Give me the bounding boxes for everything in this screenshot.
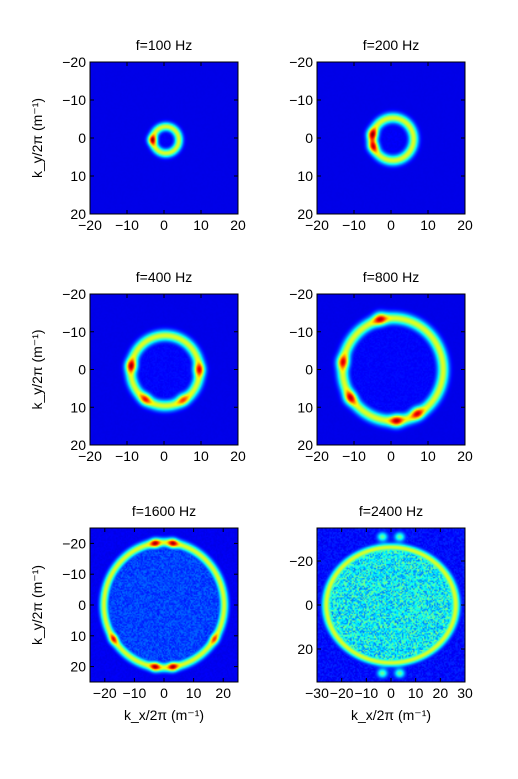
y-tick-label: −10 xyxy=(62,92,86,108)
heatmap-image xyxy=(317,294,465,445)
y-tick-label: 20 xyxy=(70,206,86,222)
y-axis-label: k_y/2π (m⁻¹) xyxy=(29,565,45,645)
x-tick-label: −20 xyxy=(78,448,102,464)
y-tick-label: −10 xyxy=(62,566,86,582)
x-tick-label: 10 xyxy=(193,217,209,233)
x-tick-label: 20 xyxy=(230,217,246,233)
x-tick-label: 0 xyxy=(160,448,168,464)
y-tick-label: 0 xyxy=(78,130,86,146)
x-axis-label: k_x/2π (m⁻¹) xyxy=(124,707,204,723)
x-tick-label: 20 xyxy=(215,685,231,701)
y-tick-label: −20 xyxy=(289,553,313,569)
heatmap-image xyxy=(317,528,465,682)
y-tick-label: 0 xyxy=(305,597,313,613)
x-tick-label: 10 xyxy=(408,685,424,701)
y-tick-label: −20 xyxy=(62,54,86,70)
y-tick-label: 10 xyxy=(70,628,86,644)
x-tick-label: −20 xyxy=(78,217,102,233)
x-tick-label: 20 xyxy=(230,448,246,464)
y-tick-label: 20 xyxy=(297,437,313,453)
panel-title: f=1600 Hz xyxy=(132,503,196,519)
x-tick-label: 30 xyxy=(457,685,473,701)
x-tick-label: 10 xyxy=(186,685,202,701)
x-tick-label: −10 xyxy=(115,217,139,233)
panel-title: f=400 Hz xyxy=(136,269,192,285)
panel-title: f=800 Hz xyxy=(363,269,419,285)
x-tick-label: −20 xyxy=(305,217,329,233)
x-tick-label: −20 xyxy=(305,448,329,464)
x-tick-label: 0 xyxy=(387,448,395,464)
x-tick-label: 0 xyxy=(160,217,168,233)
y-tick-label: −10 xyxy=(289,324,313,340)
x-axis-label: k_x/2π (m⁻¹) xyxy=(351,707,431,723)
y-axis-label: k_y/2π (m⁻¹) xyxy=(29,98,45,178)
heatmap-image xyxy=(317,62,465,214)
x-tick-label: −20 xyxy=(330,685,354,701)
y-tick-label: −20 xyxy=(289,54,313,70)
x-tick-label: 0 xyxy=(387,685,395,701)
y-axis-label: k_y/2π (m⁻¹) xyxy=(29,329,45,409)
y-tick-label: −10 xyxy=(62,324,86,340)
x-tick-label: −20 xyxy=(93,685,117,701)
x-tick-label: 10 xyxy=(420,217,436,233)
y-tick-label: −10 xyxy=(289,92,313,108)
x-tick-label: 20 xyxy=(457,448,473,464)
y-tick-label: 0 xyxy=(78,362,86,378)
x-tick-label: −10 xyxy=(342,448,366,464)
heatmap-image xyxy=(90,294,238,445)
y-tick-label: 0 xyxy=(78,597,86,613)
x-tick-label: −10 xyxy=(123,685,147,701)
x-tick-label: −10 xyxy=(354,685,378,701)
y-tick-label: 0 xyxy=(305,130,313,146)
x-tick-label: 0 xyxy=(160,685,168,701)
y-tick-label: 20 xyxy=(297,641,313,657)
panel-title: f=100 Hz xyxy=(136,37,192,53)
y-tick-label: 10 xyxy=(297,168,313,184)
y-tick-label: 20 xyxy=(297,206,313,222)
heatmap-image xyxy=(90,62,238,214)
y-tick-label: −20 xyxy=(289,286,313,302)
x-tick-label: 0 xyxy=(387,217,395,233)
x-tick-label: 20 xyxy=(433,685,449,701)
y-tick-label: 20 xyxy=(70,437,86,453)
heatmap-image xyxy=(90,528,238,682)
panel-5: −20 −10 0 10 20 −20 −10 0 10 20 f=1600 Hz k_y/2π (m… xyxy=(29,503,239,723)
x-tick-label: 10 xyxy=(193,448,209,464)
y-tick-label: −20 xyxy=(62,286,86,302)
x-tick-label: −30 xyxy=(305,685,329,701)
x-tick-label: 10 xyxy=(420,448,436,464)
panel-title: f=200 Hz xyxy=(363,37,419,53)
panel-title: f=2400 Hz xyxy=(359,503,423,519)
y-tick-label: 10 xyxy=(70,168,86,184)
y-tick-label: −20 xyxy=(62,535,86,551)
x-tick-label: −10 xyxy=(342,217,366,233)
y-tick-label: 10 xyxy=(70,399,86,415)
y-tick-label: 10 xyxy=(297,399,313,415)
x-tick-label: −10 xyxy=(115,448,139,464)
y-tick-label: 0 xyxy=(305,362,313,378)
x-tick-label: 20 xyxy=(457,217,473,233)
y-tick-label: 20 xyxy=(70,659,86,675)
